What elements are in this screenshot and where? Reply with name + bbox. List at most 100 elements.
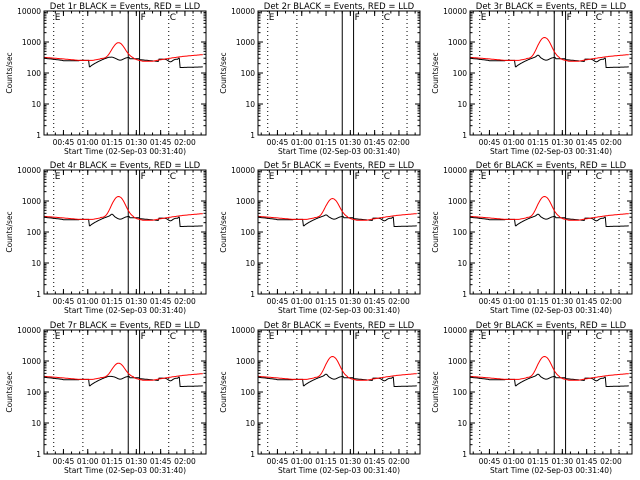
events-series-line — [469, 373, 629, 387]
y-tick-label: 1 — [250, 131, 255, 140]
x-tick-label: 01:00 — [503, 457, 525, 466]
x-tick-label: 01:00 — [503, 297, 525, 306]
x-tick-label: 01:45 — [364, 297, 386, 306]
marker-e: E — [269, 332, 275, 342]
y-tick-label: 10000 — [17, 7, 41, 16]
y-tick-label: 100 — [241, 228, 256, 237]
panel-title: Det 3r BLACK = Events, RED = LLD — [476, 2, 627, 12]
marker-e: E — [55, 13, 61, 23]
y-tick-label: 1000 — [448, 38, 467, 47]
y-tick-label: 1 — [36, 450, 41, 459]
y-tick-label: 10000 — [231, 7, 255, 16]
y-axis-label: Counts/sec — [219, 52, 228, 93]
plot-frame — [469, 329, 633, 455]
y-tick-label: 1000 — [22, 197, 41, 206]
x-tick-label: 01:15 — [101, 457, 123, 466]
x-axis-label: Start Time (02-Sep-03 00:31:40) — [64, 147, 186, 156]
x-tick-label: 02:00 — [174, 297, 196, 306]
y-tick-label: 10000 — [443, 7, 467, 16]
x-tick-label: 01:45 — [150, 297, 172, 306]
events-series-line — [469, 54, 629, 68]
panel-title: Det 7r BLACK = Events, RED = LLD — [50, 321, 201, 331]
marker-c: C — [384, 172, 390, 182]
marker-c: C — [170, 332, 176, 342]
y-tick-label: 1000 — [22, 38, 41, 47]
marker-f: F — [567, 13, 572, 23]
x-axis-label: Start Time (02-Sep-03 00:31:40) — [490, 306, 612, 315]
marker-c: C — [384, 13, 390, 23]
x-tick-label: 02:00 — [174, 457, 196, 466]
x-tick-label: 01:45 — [576, 457, 598, 466]
events-series-line — [43, 213, 203, 227]
lld-series-line — [469, 355, 629, 381]
marker-f: F — [355, 172, 360, 182]
y-tick-label: 10 — [245, 259, 255, 268]
x-tick-label: 00:45 — [267, 457, 289, 466]
y-tick-label: 10000 — [231, 166, 255, 175]
y-tick-label: 100 — [453, 228, 468, 237]
x-tick-label: 01:15 — [101, 138, 123, 147]
lld-series-line — [469, 195, 629, 221]
x-tick-label: 02:00 — [600, 457, 622, 466]
y-tick-label: 1000 — [236, 197, 255, 206]
marker-e: E — [55, 172, 61, 182]
x-tick-label: 00:45 — [479, 297, 501, 306]
y-tick-label: 10000 — [17, 326, 41, 335]
x-tick-label: 02:00 — [174, 138, 196, 147]
panel-title: Det 9r BLACK = Events, RED = LLD — [476, 321, 627, 331]
events-series-line — [43, 375, 203, 387]
y-tick-label: 1 — [36, 290, 41, 299]
x-tick-label: 00:45 — [267, 138, 289, 147]
panel-title: Det 2r BLACK = Events, RED = LLD — [264, 2, 415, 12]
x-tick-label: 01:45 — [576, 138, 598, 147]
plot-frame — [469, 10, 633, 136]
x-tick-label: 02:00 — [388, 138, 410, 147]
x-tick-label: 01:45 — [150, 457, 172, 466]
x-tick-label: 02:00 — [388, 457, 410, 466]
marker-e: E — [481, 13, 487, 23]
x-tick-label: 01:30 — [552, 297, 574, 306]
x-tick-label: 00:45 — [53, 457, 75, 466]
x-tick-label: 02:00 — [600, 297, 622, 306]
y-axis-label: Counts/sec — [5, 211, 14, 252]
x-axis-label: Start Time (02-Sep-03 00:31:40) — [64, 466, 186, 475]
x-axis-label: Start Time (02-Sep-03 00:31:40) — [278, 147, 400, 156]
marker-c: C — [596, 332, 602, 342]
x-tick-label: 01:30 — [552, 457, 574, 466]
panel-title: Det 8r BLACK = Events, RED = LLD — [264, 321, 415, 331]
y-tick-label: 1 — [36, 131, 41, 140]
x-tick-label: 01:00 — [77, 297, 99, 306]
y-tick-label: 10000 — [231, 326, 255, 335]
y-tick-label: 100 — [453, 388, 468, 397]
marker-e: E — [481, 172, 487, 182]
plot-frame — [43, 169, 207, 295]
y-tick-label: 10 — [245, 100, 255, 109]
y-tick-label: 1000 — [22, 357, 41, 366]
x-tick-label: 01:00 — [77, 138, 99, 147]
marker-c: C — [384, 332, 390, 342]
x-tick-label: 01:30 — [552, 138, 574, 147]
lld-series-line — [257, 197, 417, 221]
plot-frame — [43, 10, 207, 136]
events-series-line — [257, 214, 417, 227]
y-tick-label: 1 — [250, 450, 255, 459]
x-tick-label: 01:15 — [527, 457, 549, 466]
plot-frame — [257, 329, 421, 455]
plot-frame — [43, 329, 207, 455]
x-axis-label: Start Time (02-Sep-03 00:31:40) — [278, 466, 400, 475]
x-tick-label: 01:15 — [527, 297, 549, 306]
x-tick-label: 01:30 — [340, 297, 362, 306]
y-tick-label: 1000 — [236, 357, 255, 366]
y-axis-label: Counts/sec — [219, 211, 228, 252]
plot-frame — [257, 10, 421, 136]
events-series-line — [43, 56, 203, 68]
y-tick-label: 10000 — [17, 166, 41, 175]
y-tick-label: 10 — [457, 100, 467, 109]
panel-title: Det 6r BLACK = Events, RED = LLD — [476, 161, 627, 171]
